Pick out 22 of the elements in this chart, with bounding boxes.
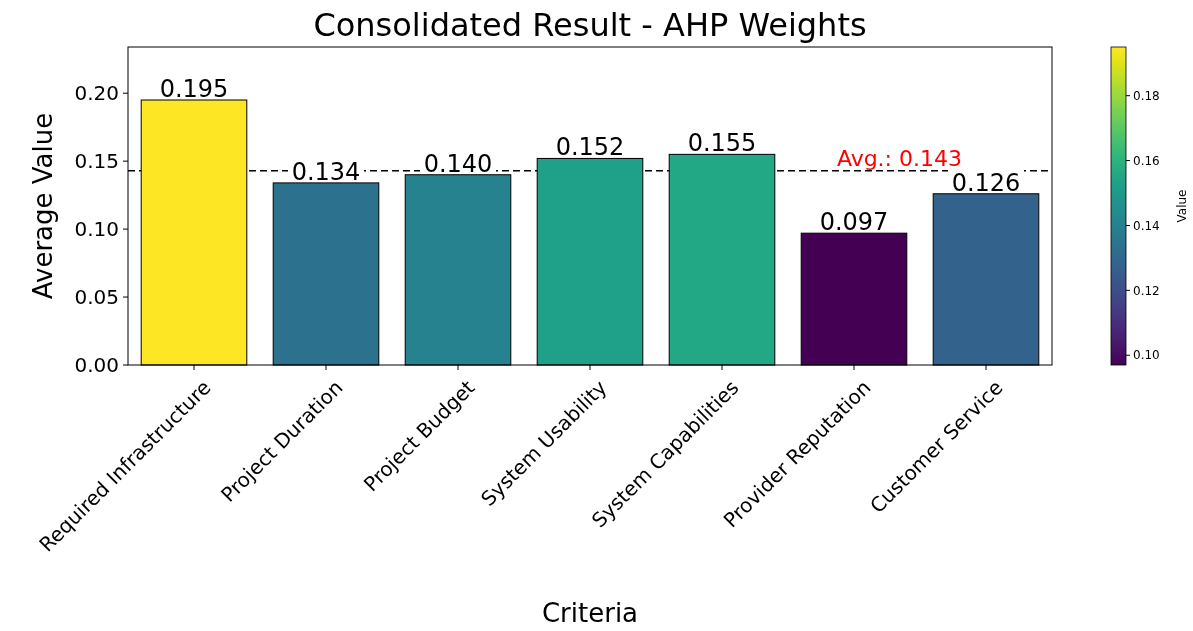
y-tick-label: 0.00 — [74, 353, 119, 377]
data-label: 0.155 — [687, 129, 757, 158]
color-bar-title: Value — [1175, 189, 1189, 223]
color-bar-label: 0.18 — [1133, 88, 1160, 103]
color-bar-label: 0.14 — [1133, 218, 1160, 233]
chart-title: Consolidated Result - AHP Weights — [313, 6, 867, 44]
data-label: 0.195 — [159, 75, 229, 103]
data-label: 0.126 — [951, 168, 1021, 197]
y-tick-label: 0.05 — [74, 285, 119, 310]
y-tick-label: 0.15 — [74, 149, 119, 174]
color-bar-label: 0.10 — [1133, 348, 1160, 363]
data-label: 0.097 — [819, 208, 889, 237]
data-label: 0.134 — [291, 157, 361, 186]
data-label: 0.152 — [555, 133, 625, 162]
ref-line-label: Avg.: 0.143 — [836, 145, 962, 171]
y-tick-label: 0.20 — [74, 81, 119, 106]
y-tick-label: 0.10 — [74, 217, 119, 242]
data-label: 0.140 — [423, 149, 493, 178]
color-bar-label: 0.16 — [1133, 153, 1160, 168]
color-bar-label: 0.12 — [1133, 283, 1160, 298]
y-axis-title: Average Value — [28, 112, 58, 300]
x-axis-title: Criteria — [541, 598, 639, 628]
